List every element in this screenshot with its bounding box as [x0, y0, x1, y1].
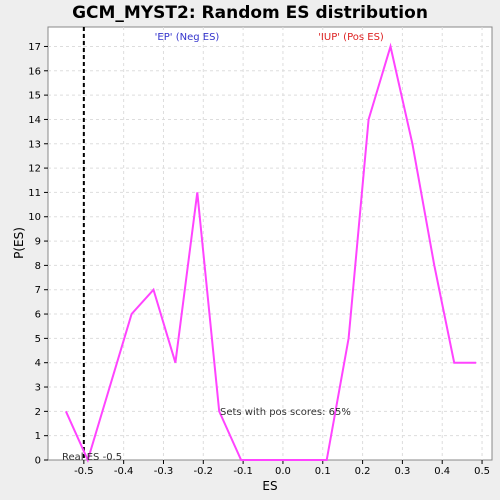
y-tick-label: 13: [28, 139, 41, 150]
es-series-line: [64, 42, 477, 463]
y-tick-label: 8: [35, 261, 41, 272]
x-tick-label: 0.4: [434, 466, 450, 477]
y-tick-label: 5: [35, 334, 41, 345]
y-tick-label: 0: [35, 456, 41, 467]
real-es-label: Real ES -0.5: [62, 452, 122, 463]
pos-scores-annotation: Sets with pos scores: 65%: [220, 407, 351, 418]
y-tick-label: 12: [28, 164, 41, 175]
chart-title: GCM_MYST2: Random ES distribution: [72, 3, 428, 23]
pos-es-label: 'IUP' (Pos ES): [318, 32, 384, 43]
neg-es-label: 'EP' (Neg ES): [155, 32, 220, 43]
x-tick-label: 0.2: [355, 466, 371, 477]
y-tick-label: 17: [28, 42, 41, 53]
y-tick-label: 10: [28, 212, 41, 223]
y-tick-label: 6: [35, 310, 41, 321]
x-axis-ticks: -0.5 -0.4 -0.3 -0.2 -0.1 0.0 0.1 0.2 0.3 0.4 0.5: [74, 460, 490, 477]
grid-lines: [48, 27, 492, 460]
plot-area: [47, 26, 493, 461]
y-tick-label: 15: [28, 91, 41, 102]
y-tick-label: 14: [28, 115, 41, 126]
y-tick-label: 7: [35, 285, 41, 296]
x-tick-label: -0.4: [114, 466, 134, 477]
x-tick-label: 0.1: [315, 466, 331, 477]
x-tick-label: 0.0: [275, 466, 291, 477]
x-tick-label: -0.5: [74, 466, 94, 477]
y-tick-label: 2: [35, 407, 41, 418]
y-tick-label: 3: [35, 383, 41, 394]
x-tick-label: -0.3: [154, 466, 174, 477]
x-axis-label: ES: [262, 479, 277, 493]
y-tick-label: 4: [35, 358, 41, 369]
y-tick-label: 1: [35, 431, 41, 442]
y-tick-label: 16: [28, 66, 41, 77]
y-tick-label: 9: [35, 237, 41, 248]
x-tick-label: 0.5: [474, 466, 490, 477]
x-tick-label: -0.2: [194, 466, 214, 477]
x-tick-label: -0.1: [233, 466, 253, 477]
y-axis-label: P(ES): [12, 227, 26, 259]
y-tick-label: 11: [28, 188, 41, 199]
x-tick-label: 0.3: [394, 466, 410, 477]
